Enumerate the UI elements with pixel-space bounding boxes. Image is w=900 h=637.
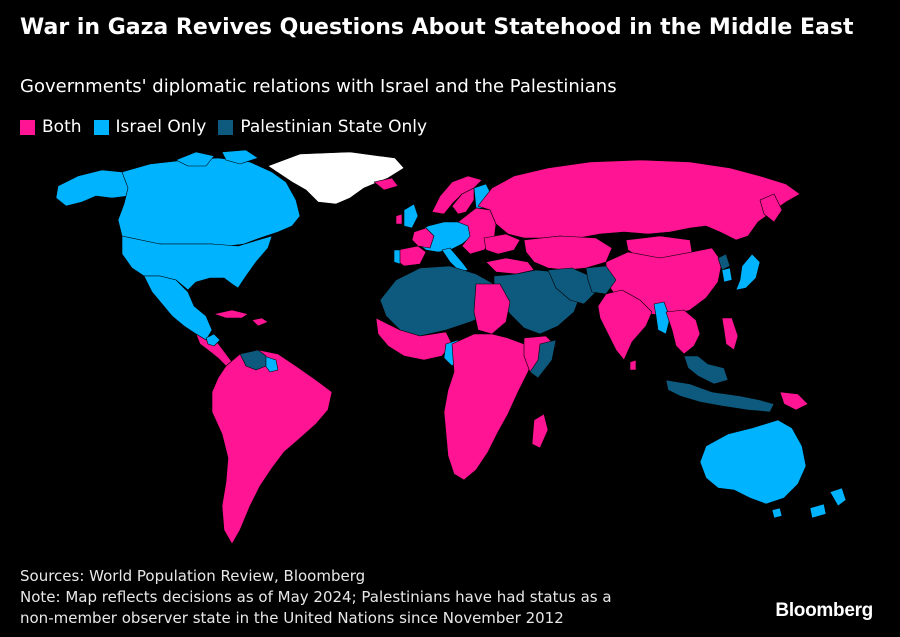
region-japan — [735, 253, 761, 291]
region-france — [411, 227, 435, 249]
region-malaysia — [683, 355, 729, 385]
region-png — [779, 391, 809, 411]
region-alaska — [55, 169, 131, 207]
legend-item-both: Both — [20, 116, 82, 138]
region-ukraine — [483, 233, 521, 255]
region-uk — [403, 203, 419, 229]
region-italy — [441, 247, 469, 273]
region-cuba — [213, 309, 249, 319]
region-south-korea — [721, 267, 733, 283]
region-venezuela — [239, 349, 267, 371]
legend-item-palestinian-only: Palestinian State Only — [218, 116, 427, 138]
region-norway — [431, 175, 483, 215]
region-canada — [117, 157, 301, 247]
region-indonesia — [665, 379, 775, 413]
legend-swatch-israel-only — [93, 119, 109, 135]
region-hispaniola — [251, 317, 269, 327]
legend-swatch-palestinian-only — [218, 119, 234, 135]
region-philippines — [721, 317, 739, 351]
legend-swatch-both — [20, 119, 35, 135]
region-spain — [395, 245, 427, 267]
region-portugal — [393, 249, 401, 265]
legend-label-israel-only: Israel Only — [115, 117, 207, 137]
note-line-2: non-member observer state in the United … — [20, 609, 564, 627]
region-sri-lanka — [629, 359, 637, 371]
region-guatemala — [205, 333, 221, 347]
region-tasmania — [771, 507, 783, 519]
region-north-korea — [717, 253, 731, 271]
legend-label-both: Both — [42, 117, 82, 137]
region-india — [597, 289, 653, 361]
region-west-africa — [375, 317, 453, 361]
region-usa — [121, 235, 273, 291]
chart-title: War in Gaza Revives Questions About Stat… — [20, 15, 854, 40]
legend-item-israel-only: Israel Only — [93, 116, 207, 138]
region-sweden — [451, 187, 475, 215]
region-south-america — [211, 349, 333, 545]
region-madagascar — [531, 413, 549, 449]
region-myanmar — [653, 301, 671, 335]
region-turkey — [485, 257, 535, 275]
region-australia — [699, 419, 807, 505]
region-egypt — [473, 283, 511, 335]
region-kamchatka — [759, 193, 783, 223]
region-russia — [477, 159, 801, 241]
region-central-africa — [443, 333, 537, 481]
world-map — [55, 150, 847, 545]
region-new-zealand — [809, 487, 847, 519]
region-central-asia — [523, 235, 613, 271]
legend-label-palestinian-only: Palestinian State Only — [240, 117, 428, 137]
region-iran — [547, 267, 597, 305]
region-ireland — [395, 213, 403, 225]
bloomberg-logo: Bloomberg — [775, 600, 873, 621]
legend: Both Israel Only Palestinian State Only — [20, 116, 439, 138]
source-note: Sources: World Population Review, Bloomb… — [20, 566, 750, 629]
region-se-asia — [665, 309, 701, 355]
region-arctic-islands — [175, 150, 259, 167]
region-iceland — [373, 177, 399, 191]
sources-line: Sources: World Population Review, Bloomb… — [20, 567, 366, 585]
region-mexico — [143, 275, 213, 341]
note-line-1: Note: Map reflects decisions as of May 2… — [20, 588, 612, 606]
region-somalia — [529, 339, 557, 379]
chart-subtitle: Governments' diplomatic relations with I… — [20, 76, 617, 97]
region-greenland — [267, 151, 405, 205]
